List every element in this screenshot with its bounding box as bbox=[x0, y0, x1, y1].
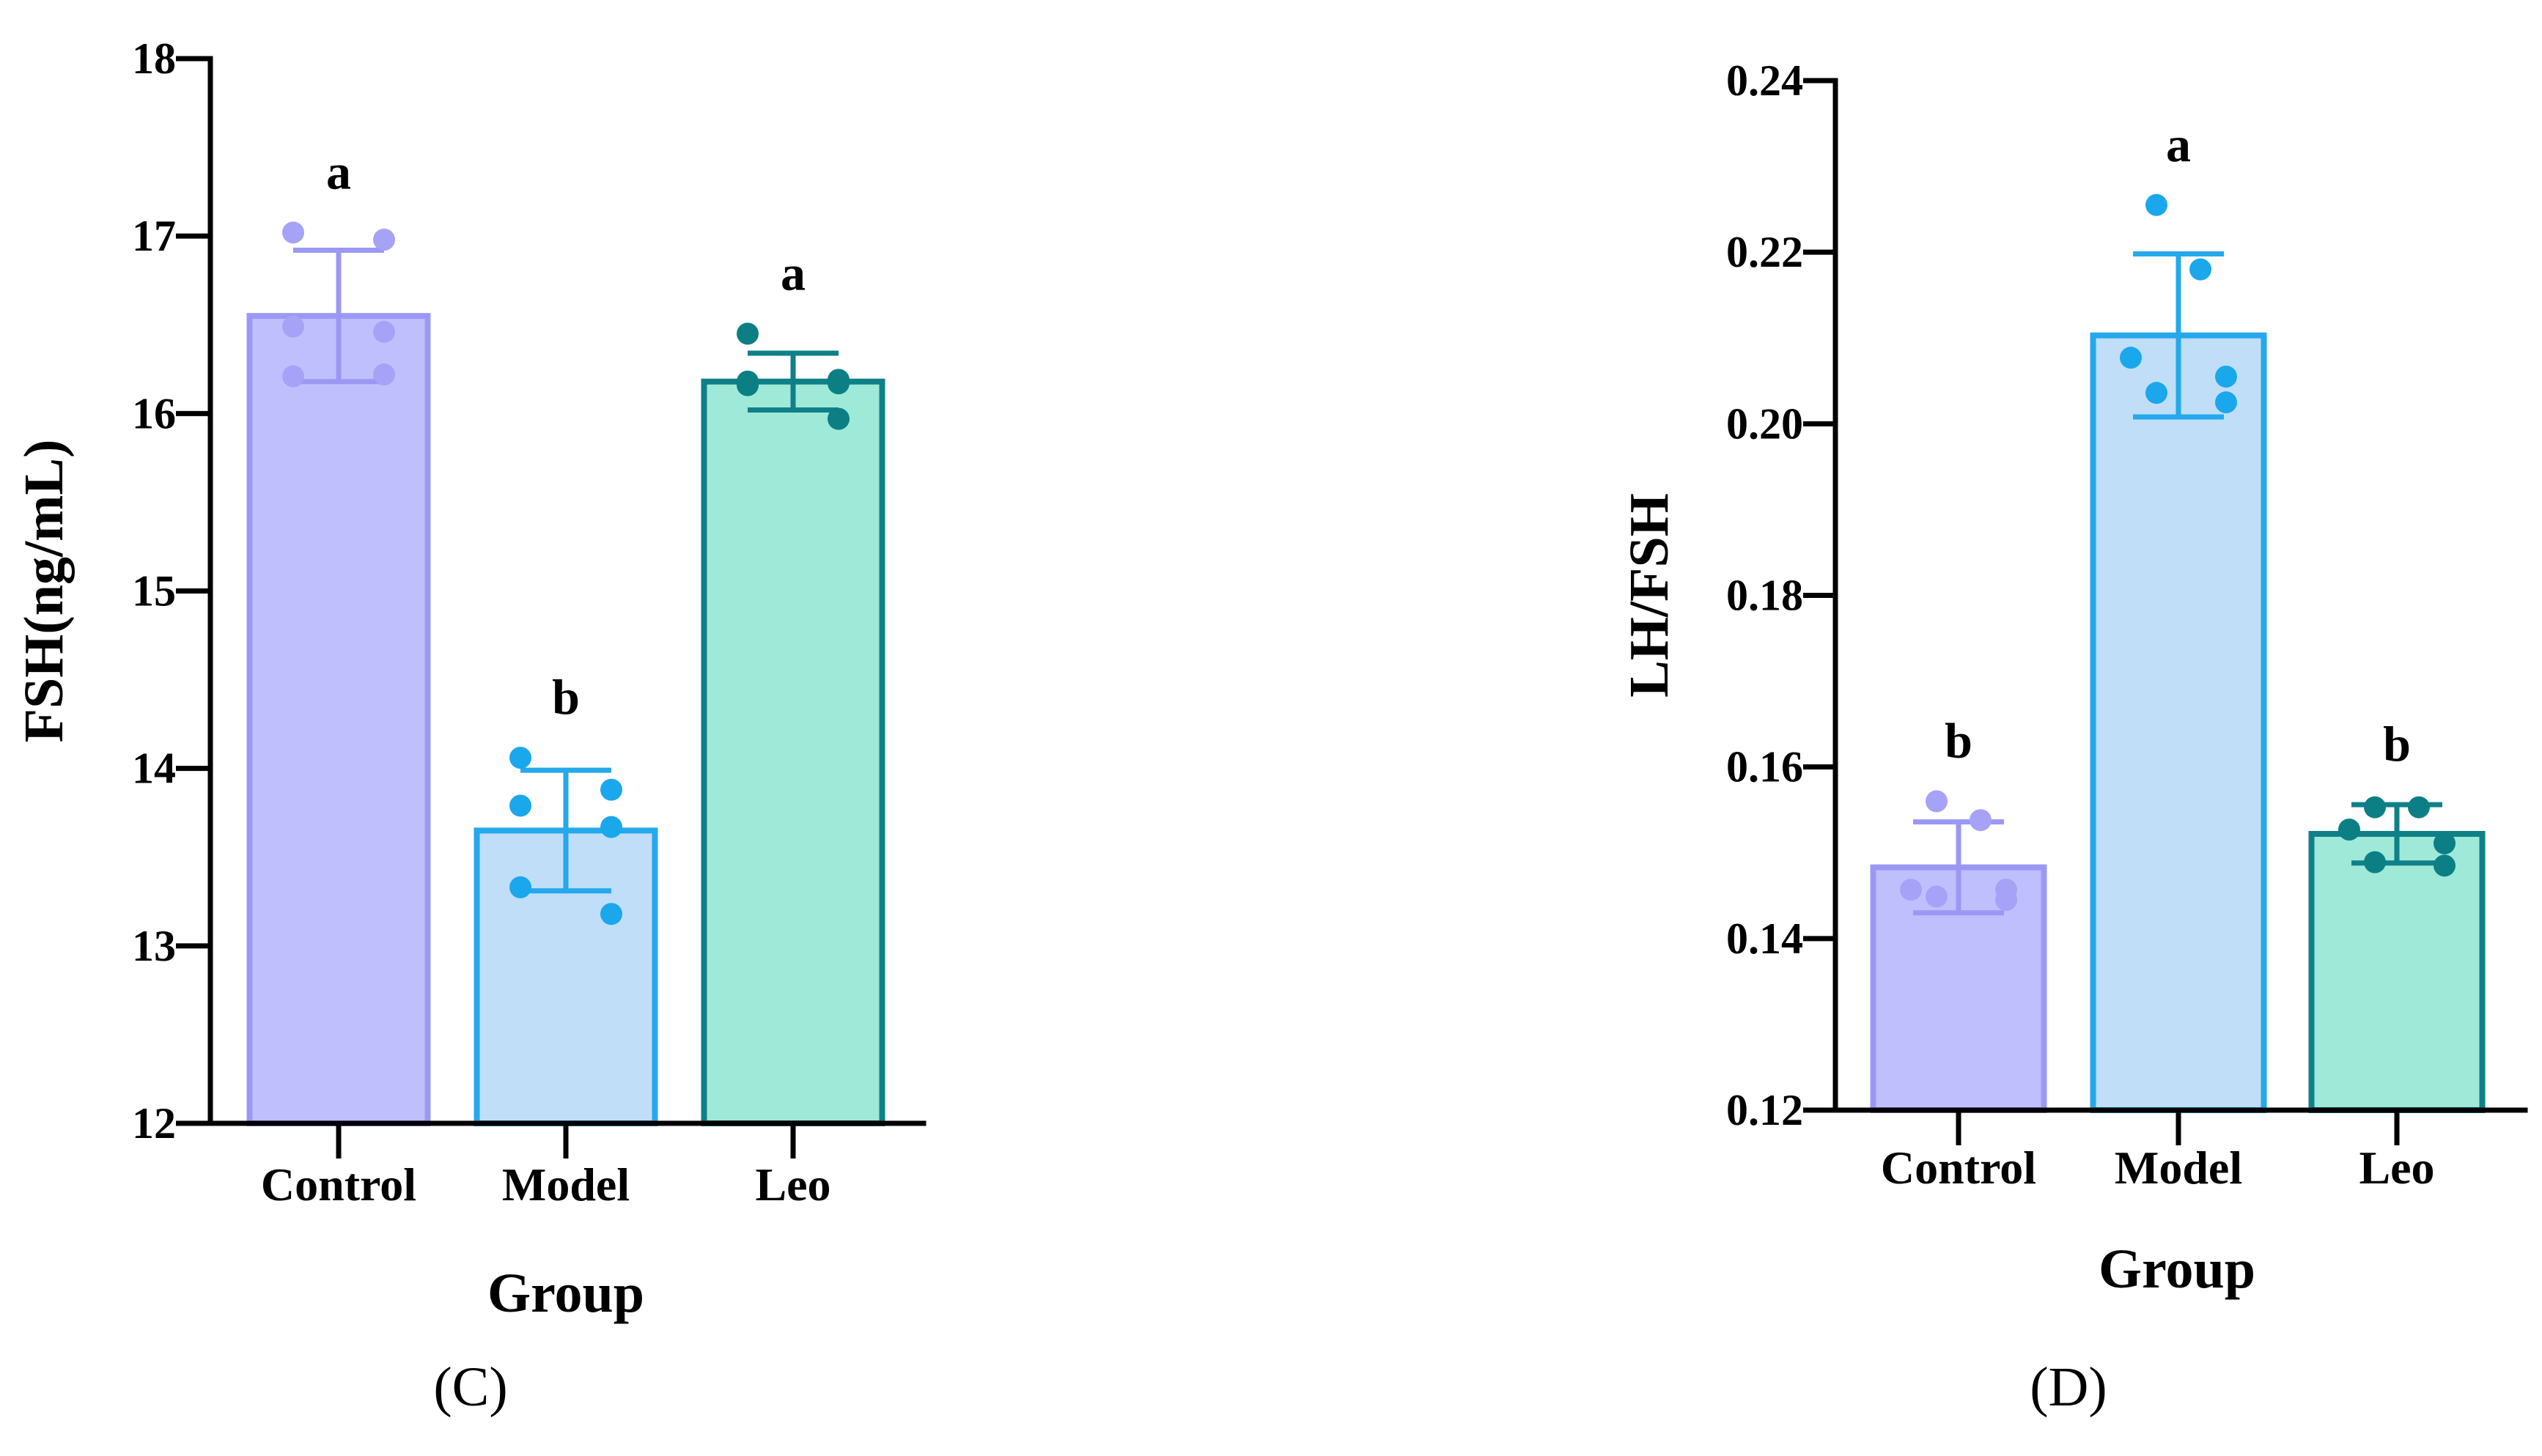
data-point-leo bbox=[2338, 818, 2360, 841]
data-point-control bbox=[373, 320, 395, 343]
significance-letter-control: b bbox=[1945, 713, 1972, 769]
x-tick-label-model: Model bbox=[502, 1158, 630, 1211]
data-point-model bbox=[509, 876, 531, 898]
y-tick-label: 0.16 bbox=[1726, 743, 1803, 791]
x-tick-label-control: Control bbox=[261, 1158, 416, 1211]
x-tick-label-model: Model bbox=[2115, 1142, 2242, 1194]
x-tick-label-control: Control bbox=[1881, 1142, 2036, 1194]
significance-letter-leo: a bbox=[781, 245, 806, 300]
y-axis-title: LH/FSH bbox=[1618, 493, 1680, 698]
y-tick-label: 14 bbox=[132, 744, 176, 793]
data-point-control bbox=[373, 229, 395, 251]
significance-letter-control: a bbox=[326, 144, 351, 199]
data-point-control bbox=[1970, 809, 1992, 832]
data-point-model bbox=[2215, 391, 2237, 414]
x-tick-label-leo: Leo bbox=[2359, 1142, 2434, 1194]
x-axis-title: Group bbox=[487, 1263, 644, 1324]
data-point-leo bbox=[2434, 854, 2456, 877]
panel-label: (C) bbox=[433, 1356, 507, 1418]
data-point-control bbox=[1926, 885, 1948, 908]
y-axis-title: FSH(ng/mL) bbox=[13, 440, 75, 743]
data-point-control bbox=[373, 363, 395, 386]
data-point-leo bbox=[737, 322, 759, 345]
y-tick-label: 16 bbox=[132, 389, 176, 437]
lh-fsh-ratio-chart-panel: b Control a Model b Leo 0.12 0.14 0.16 0.18 0.20 0.… bbox=[1618, 56, 2528, 1418]
y-tick-label: 0.20 bbox=[1726, 399, 1803, 448]
data-point-control bbox=[1926, 790, 1948, 813]
y-tick-label: 0.24 bbox=[1726, 56, 1803, 105]
data-point-leo bbox=[737, 374, 759, 396]
fsh-chart-panel: a Control b Model a Leo 12 13 14 15 16 17 18 FSH(ng/m… bbox=[13, 34, 926, 1418]
data-point-model bbox=[2145, 382, 2167, 404]
data-point-model bbox=[600, 816, 622, 838]
data-point-control bbox=[282, 315, 304, 338]
data-point-model bbox=[2145, 193, 2167, 216]
data-point-model bbox=[509, 794, 531, 817]
bar-model bbox=[2090, 332, 2267, 1113]
data-point-leo bbox=[2364, 796, 2386, 818]
bar-leo bbox=[2308, 830, 2486, 1114]
data-point-control bbox=[1900, 879, 1922, 901]
y-tick-label: 0.14 bbox=[1726, 914, 1803, 963]
y-tick-label: 0.22 bbox=[1726, 228, 1803, 276]
data-point-leo bbox=[828, 407, 850, 430]
data-point-leo bbox=[2408, 796, 2430, 818]
data-point-control bbox=[282, 221, 304, 244]
panel-label: (D) bbox=[2030, 1356, 2107, 1418]
bar-leo bbox=[701, 378, 885, 1126]
y-tick-label: 17 bbox=[132, 212, 176, 260]
data-point-model bbox=[509, 747, 531, 769]
significance-letter-model: a bbox=[2166, 117, 2191, 172]
data-point-model bbox=[600, 903, 622, 925]
y-tick-label: 13 bbox=[132, 922, 176, 970]
y-tick-label: 12 bbox=[132, 1099, 176, 1148]
y-tick-label: 15 bbox=[132, 567, 176, 616]
data-point-leo bbox=[828, 372, 850, 395]
significance-letter-leo: b bbox=[2383, 716, 2411, 772]
data-point-control bbox=[1995, 889, 2017, 912]
data-point-model bbox=[2215, 365, 2237, 388]
data-point-leo bbox=[2434, 832, 2456, 854]
x-tick-label-leo: Leo bbox=[755, 1158, 830, 1211]
data-point-control bbox=[282, 365, 304, 388]
data-point-leo bbox=[2364, 851, 2386, 873]
x-axis-title: Group bbox=[2099, 1238, 2255, 1300]
y-tick-label: 0.18 bbox=[1726, 572, 1803, 620]
y-tick-label: 0.12 bbox=[1726, 1086, 1803, 1134]
bar-control bbox=[246, 313, 431, 1126]
data-point-model bbox=[2189, 258, 2211, 281]
y-tick-label: 18 bbox=[132, 34, 176, 83]
data-point-model bbox=[600, 778, 622, 801]
significance-letter-model: b bbox=[552, 669, 580, 725]
data-point-model bbox=[2120, 347, 2142, 369]
